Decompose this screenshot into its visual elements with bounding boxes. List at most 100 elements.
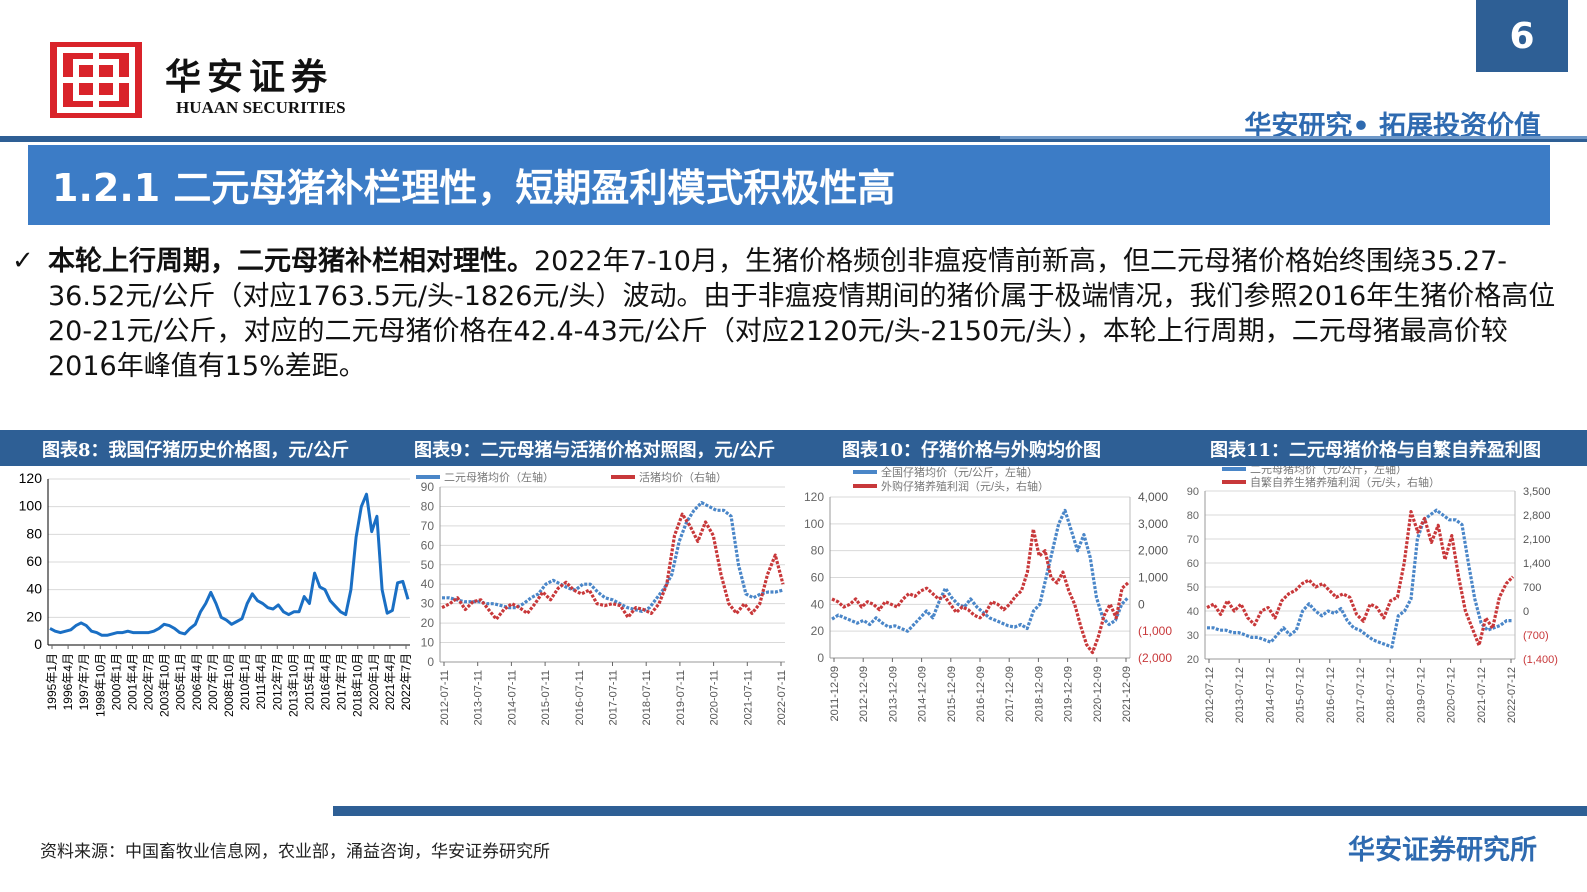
y-tick-label: 60 xyxy=(421,538,435,552)
x-tick-label: 2007年7月 xyxy=(206,653,220,710)
x-tick-label: 2006年4月 xyxy=(190,653,204,710)
x-tick-label: 1998年10月 xyxy=(93,653,107,717)
series-line-1 xyxy=(831,527,1130,655)
y-tick-label: 50 xyxy=(421,558,435,572)
y-tick-label: 80 xyxy=(421,499,435,513)
y-tick-label: 60 xyxy=(1187,558,1199,570)
logo-english: HUAAN SECURITIES xyxy=(176,98,346,117)
x-tick-label: 2019-07-12 xyxy=(1415,667,1427,723)
legend-label: 自繁自养生猪养殖利润（元/头，右轴） xyxy=(1250,475,1440,489)
y-tick-label: 120 xyxy=(19,470,43,486)
x-tick-label: 2013-12-09 xyxy=(887,666,899,722)
x-tick-label: 1997年7月 xyxy=(77,653,91,710)
x-tick-label: 2017-07-11 xyxy=(608,670,620,725)
body-paragraph: 本轮上行周期，二元母猪补栏相对理性。2022年7-10月，生猪价格频创非瘟疫情前… xyxy=(48,244,1556,384)
y-tick-label: 20 xyxy=(811,624,825,638)
x-tick-label: 2003年10月 xyxy=(158,653,172,717)
x-tick-label: 2008年10月 xyxy=(222,653,236,717)
series-line-1 xyxy=(1206,509,1515,647)
y-tick-label: 80 xyxy=(26,525,42,541)
source-note: 资料来源：中国畜牧业信息网，农业部，涌益咨询，华安证券研究所 xyxy=(40,842,550,862)
x-tick-label: 2020-12-09 xyxy=(1092,666,1104,722)
series-line-0 xyxy=(1207,508,1513,649)
x-tick-label: 2013-07-12 xyxy=(1234,667,1246,723)
check-icon: ✓ xyxy=(12,246,34,276)
header-divider-accent xyxy=(1000,136,1587,139)
chart-piglet-vs-purchase: 0 20 40 60 80 100 120 (2,000 (1,000 0 1,000 2,000 3,… xyxy=(804,466,1172,722)
y-tick-label: 100 xyxy=(19,498,43,514)
y-tick-label: 90 xyxy=(1187,486,1199,498)
series-line-0 xyxy=(442,500,784,613)
chart-header-bar xyxy=(0,430,1587,466)
y-tick-label: 60 xyxy=(26,553,42,569)
y-tick-label: 30 xyxy=(421,597,435,611)
y2-tick-label: 1,000 xyxy=(1138,571,1168,585)
y2-tick-label: 3,000 xyxy=(1138,517,1168,531)
x-tick-label: 2018-07-11 xyxy=(641,670,653,725)
logo-mark xyxy=(50,42,142,118)
section-title: 1.2.1 二元母猪补栏理性，短期盈利模式积极性高 xyxy=(28,145,1550,225)
x-tick-label: 2018-07-12 xyxy=(1385,667,1397,723)
y2-tick-label: 0 xyxy=(1138,597,1145,611)
x-tick-label: 2017年7月 xyxy=(335,653,349,710)
x-tick-label: 2022年7月 xyxy=(399,653,413,710)
x-tick-label: 2021-12-09 xyxy=(1121,666,1133,722)
x-tick-label: 2012年7月 xyxy=(270,653,284,710)
x-tick-label: 2014-07-11 xyxy=(506,670,518,725)
x-tick-label: 2010年1月 xyxy=(238,653,252,710)
x-tick-label: 2021-07-11 xyxy=(742,670,754,725)
header-divider xyxy=(0,136,1587,142)
lead-text: 2022年7-10月，生猪价格频创非瘟疫情前新高，但二元母猪价格始终围绕35.2… xyxy=(48,246,1556,382)
x-tick-label: 2018-12-09 xyxy=(1033,666,1045,722)
x-tick-label: 2019-07-11 xyxy=(675,670,687,725)
x-tick-label: 2014-12-09 xyxy=(917,666,929,722)
y-tick-label: 40 xyxy=(26,581,42,597)
x-tick-label: 1996年4月 xyxy=(61,653,75,710)
x-tick-label: 2013-07-11 xyxy=(473,670,485,725)
series-line-0 xyxy=(49,492,410,637)
y2-tick-label: (700) xyxy=(1523,630,1549,642)
y-tick-label: 0 xyxy=(817,651,824,665)
x-tick-label: 2000年1月 xyxy=(109,653,123,710)
x-tick-label: 2022-07-11 xyxy=(776,670,788,725)
y2-tick-label: 700 xyxy=(1523,582,1541,594)
x-tick-label: 2014-07-12 xyxy=(1264,667,1276,723)
x-tick-label: 2015-12-09 xyxy=(946,666,958,722)
y2-tick-label: (2,000 xyxy=(1138,651,1172,665)
legend-label: 二元母猪均价（元/公斤，左轴） xyxy=(1250,466,1407,476)
y-tick-label: 0 xyxy=(427,655,434,669)
chart9-title: 图表9：二元母猪与活猪价格对照图，元/公斤 xyxy=(414,440,776,461)
y-tick-label: 0 xyxy=(34,636,42,652)
x-tick-label: 2001年4月 xyxy=(125,653,139,710)
y2-tick-label: 0 xyxy=(1523,606,1529,618)
x-tick-label: 2018年10月 xyxy=(351,653,365,717)
y-tick-label: 50 xyxy=(1187,582,1199,594)
y-tick-label: 70 xyxy=(1187,534,1199,546)
x-tick-label: 2020-07-12 xyxy=(1446,667,1458,723)
x-tick-label: 2015-07-11 xyxy=(540,670,552,725)
legend-label: 二元母猪均价（左轴） xyxy=(444,470,554,484)
x-tick-label: 2012-07-12 xyxy=(1204,667,1216,723)
y-tick-label: 10 xyxy=(421,636,435,650)
y2-tick-label: 2,800 xyxy=(1523,510,1551,522)
y2-tick-label: 2,000 xyxy=(1138,544,1168,558)
x-tick-label: 2022-07-12 xyxy=(1506,667,1518,723)
page-number: 6 xyxy=(1476,0,1568,72)
x-tick-label: 2012-07-11 xyxy=(439,670,451,725)
legend-label: 外购仔猪养殖利润（元/头，右轴） xyxy=(881,479,1049,493)
chart-sow-vs-profit: 20 30 40 50 60 70 80 90 (1,400) (700) 0 700 1,400 2,1… xyxy=(1187,466,1558,723)
y-tick-label: 30 xyxy=(1187,630,1199,642)
x-tick-label: 2016-07-11 xyxy=(574,670,586,725)
lead-bold: 本轮上行周期，二元母猪补栏相对理性。 xyxy=(48,246,534,277)
y-tick-label: 40 xyxy=(811,597,825,611)
y2-tick-label: 4,000 xyxy=(1138,490,1168,504)
x-tick-label: 2005年1月 xyxy=(174,653,188,710)
x-tick-label: 2021-07-12 xyxy=(1476,667,1488,723)
legend-label: 活猪均价（右轴） xyxy=(639,470,727,484)
x-tick-label: 2002年7月 xyxy=(142,653,156,710)
logo-text: 华安证券 xyxy=(165,56,334,98)
y-tick-label: 40 xyxy=(421,577,435,591)
y-tick-label: 60 xyxy=(811,571,825,585)
x-tick-label: 2011-12-09 xyxy=(829,666,841,721)
x-tick-label: 2015-07-12 xyxy=(1295,667,1307,723)
